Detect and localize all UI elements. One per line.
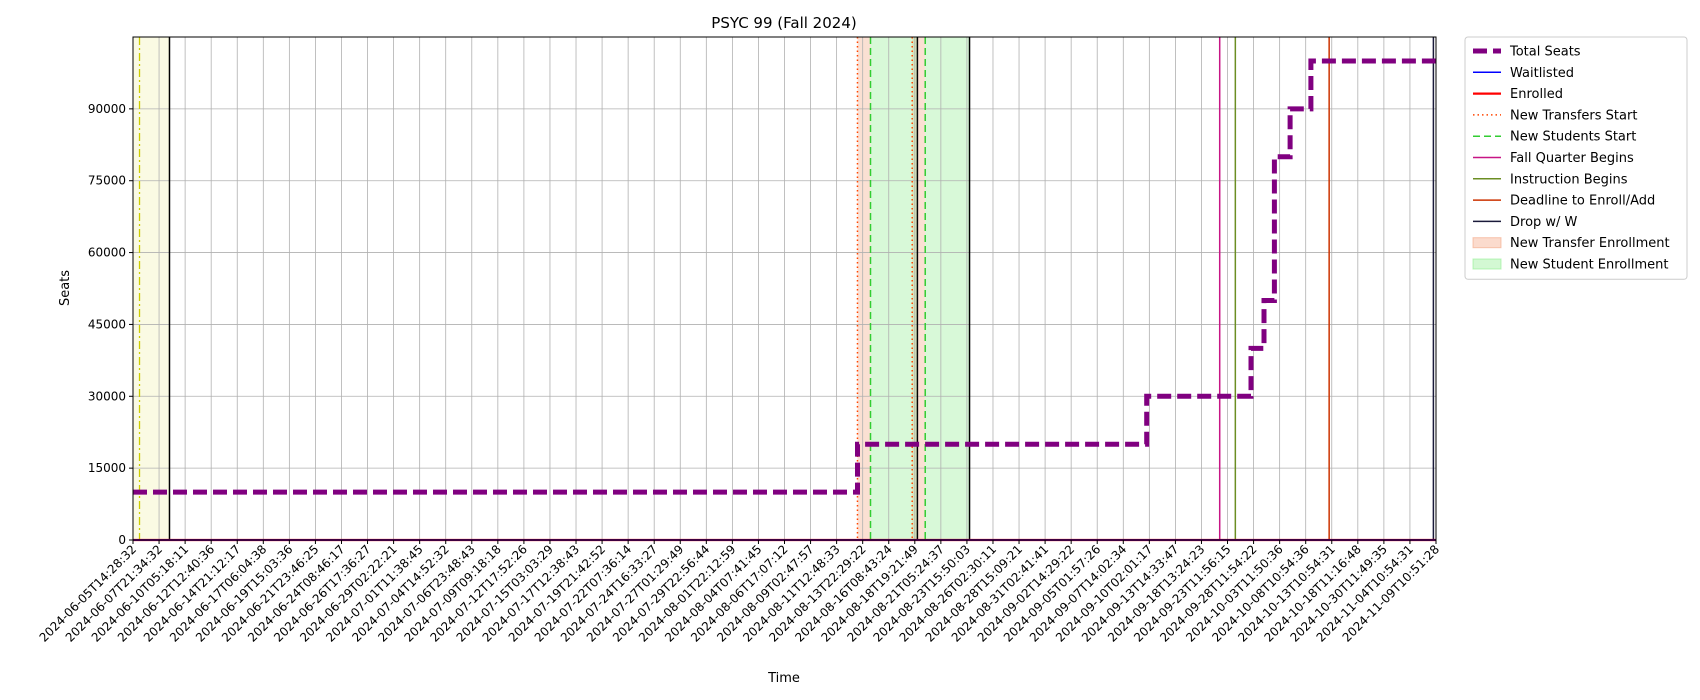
y-tick-label: 30000 bbox=[88, 389, 126, 403]
legend-label-enrolled: Enrolled bbox=[1510, 87, 1563, 102]
legend-label-instruction-begins: Instruction Begins bbox=[1510, 172, 1628, 187]
shaded-span-2 bbox=[870, 37, 918, 540]
legend-box bbox=[1464, 36, 1688, 280]
x-axis-label: Time bbox=[767, 671, 800, 686]
y-tick-label: 45000 bbox=[88, 317, 126, 331]
legend-label-total-seats: Total Seats bbox=[1509, 45, 1581, 60]
legend-label-new-transfer-enrollment: New Transfer Enrollment bbox=[1510, 236, 1670, 251]
shaded-span-0 bbox=[857, 37, 871, 540]
legend-label-new-transfers-start: New Transfers Start bbox=[1510, 108, 1637, 123]
shaded-span-3 bbox=[925, 37, 970, 540]
legend-swatch-new-student-enrollment bbox=[1472, 258, 1502, 270]
shaded-span-1 bbox=[912, 37, 926, 540]
legend-label-new-student-enrollment: New Student Enrollment bbox=[1510, 258, 1668, 273]
y-axis-label: Seats bbox=[58, 270, 73, 306]
y-tick-label: 60000 bbox=[88, 246, 126, 260]
legend-label-waitlisted: Waitlisted bbox=[1510, 66, 1574, 81]
legend-label-drop-w-w: Drop w/ W bbox=[1510, 215, 1578, 230]
plot-area: 01500030000450006000075000900002024-06-0… bbox=[37, 36, 1442, 645]
legend-swatch-new-transfer-enrollment bbox=[1472, 237, 1502, 249]
y-tick-label: 75000 bbox=[88, 174, 126, 188]
y-tick-label: 0 bbox=[118, 533, 126, 547]
legend-label-fall-quarter-begins: Fall Quarter Begins bbox=[1510, 151, 1634, 166]
y-tick-label: 15000 bbox=[88, 461, 126, 475]
series-line-total-seats bbox=[133, 58, 1436, 495]
y-tick-label: 90000 bbox=[88, 102, 126, 116]
chart-title: PSYC 99 (Fall 2024) bbox=[711, 14, 856, 32]
shaded-span-4 bbox=[133, 37, 170, 540]
legend-label-deadline-to-enroll-add: Deadline to Enroll/Add bbox=[1510, 194, 1655, 209]
legend-label-new-students-start: New Students Start bbox=[1510, 130, 1636, 145]
legend: Total Seats Waitlisted Enrolled New Transfe… bbox=[1464, 36, 1688, 280]
